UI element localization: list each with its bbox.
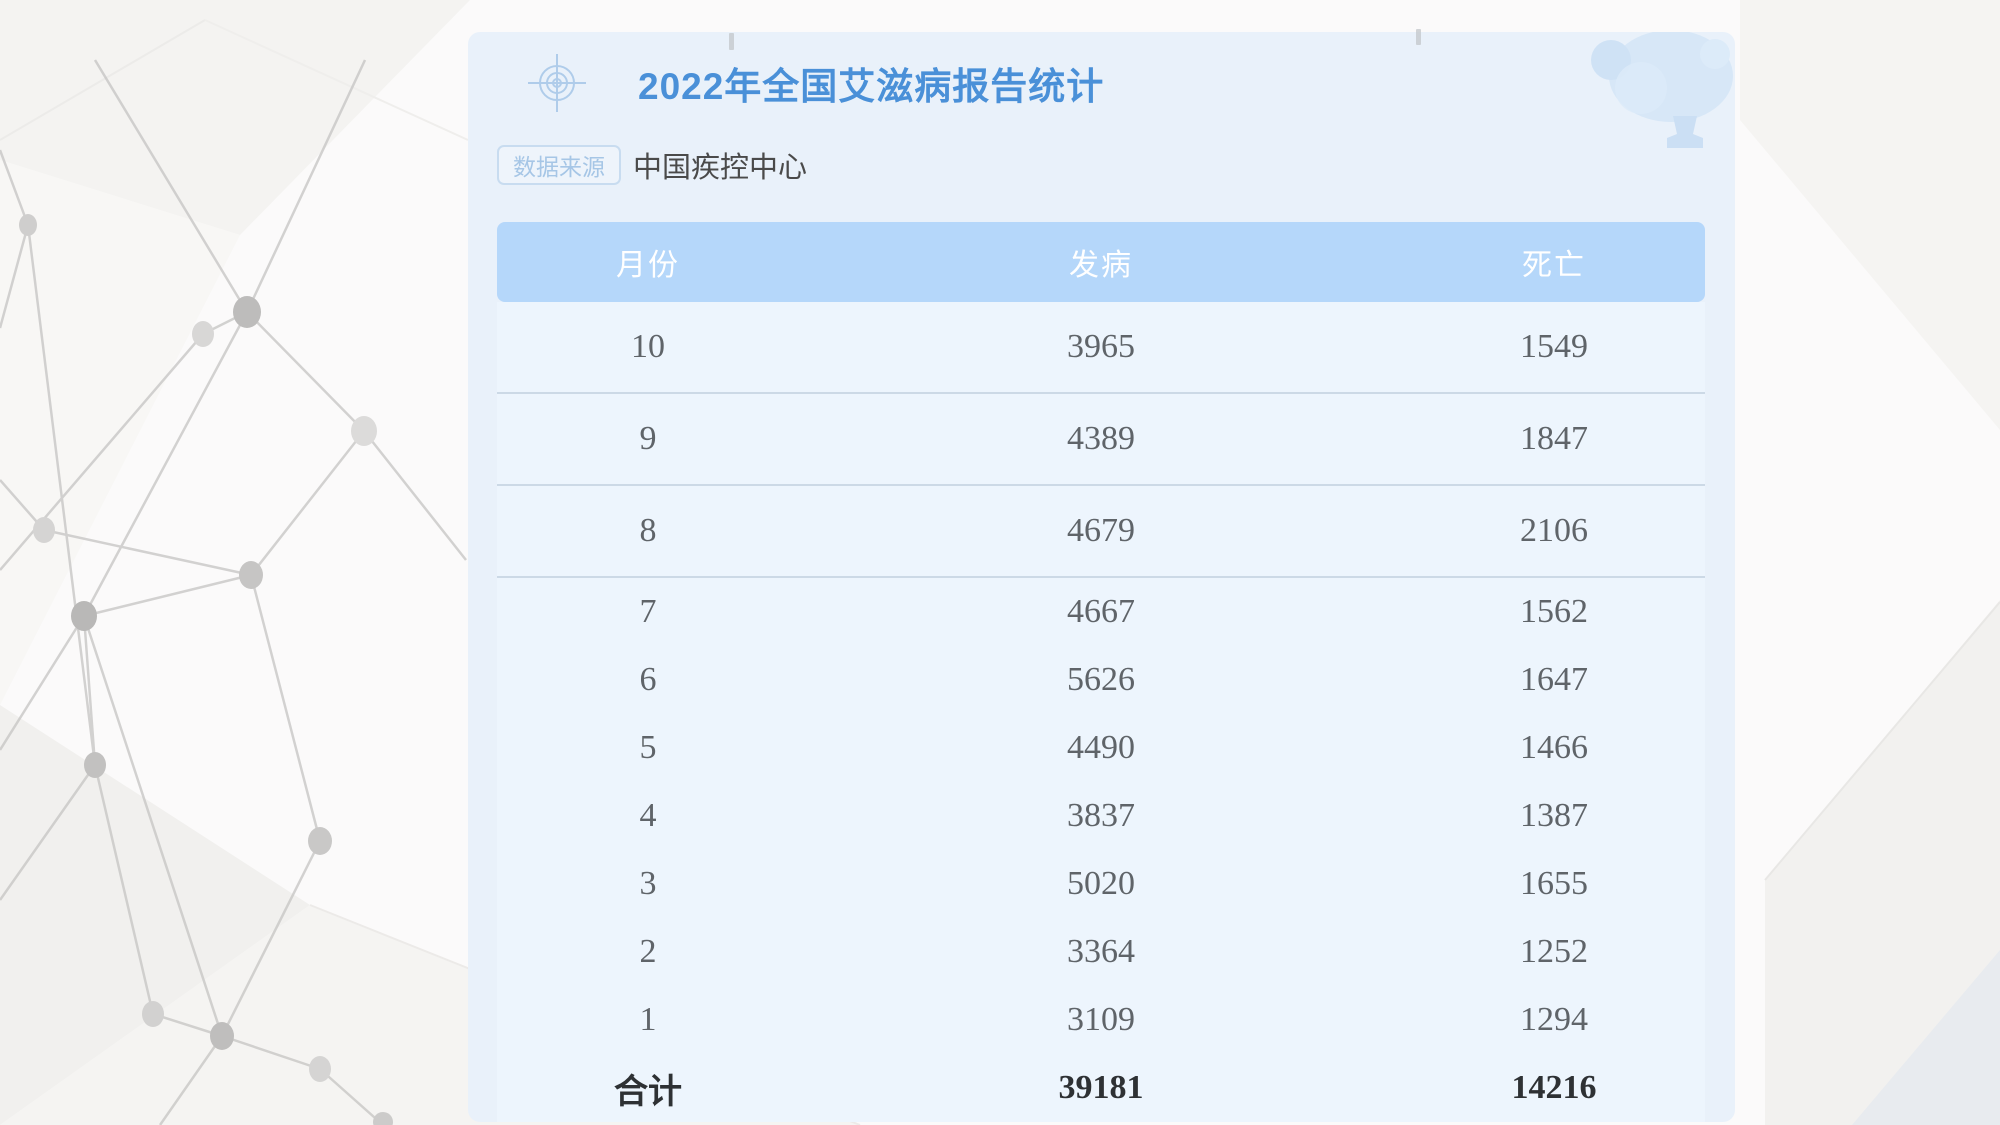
stats-table: 月份 发病 死亡 10 3965 1549 9 4389 1847 8 4679… [497, 222, 1705, 1122]
card-header: 2022年全国艾滋病报告统计 [468, 52, 1735, 114]
cell-cases: 4679 [1067, 512, 1135, 549]
table-row: 10 3965 1549 [497, 302, 1705, 394]
cell-cases: 3837 [1067, 797, 1135, 834]
table-row: 1 3109 1294 [497, 986, 1705, 1054]
cell-month: 9 [639, 420, 657, 457]
cell-deaths: 1655 [1520, 865, 1588, 902]
cell-month: 10 [631, 328, 665, 365]
cell-deaths: 1466 [1520, 729, 1588, 766]
table-row: 5 4490 1466 [497, 714, 1705, 782]
cell-cases: 4389 [1067, 420, 1135, 457]
cell-month: 8 [639, 512, 657, 549]
cell-deaths: 1562 [1520, 593, 1588, 630]
cell-cases: 3965 [1067, 328, 1135, 365]
cell-cases: 3364 [1067, 933, 1135, 970]
cell-month: 合计 [614, 1073, 682, 1111]
cell-deaths: 1387 [1520, 797, 1588, 834]
page-title: 2022年全国艾滋病报告统计 [638, 66, 1105, 107]
cell-month: 6 [639, 661, 657, 698]
cell-deaths: 1549 [1520, 328, 1588, 365]
data-source-badge: 数据来源 [497, 145, 621, 185]
table-row: 3 5020 1655 [497, 850, 1705, 918]
column-header-cases: 发病 [1069, 249, 1133, 282]
cell-month: 5 [639, 729, 657, 766]
table-row: 合计 39181 14216 [497, 1054, 1705, 1122]
artifact-dash [1416, 29, 1421, 45]
table-row: 8 4679 2106 [497, 486, 1705, 578]
cell-deaths: 1294 [1520, 1001, 1588, 1038]
crosshair-target-icon [528, 54, 586, 112]
table-row: 6 5626 1647 [497, 646, 1705, 714]
table-body: 10 3965 1549 9 4389 1847 8 4679 2106 7 4… [497, 302, 1705, 1122]
cell-month: 7 [639, 593, 657, 630]
table-row: 2 3364 1252 [497, 918, 1705, 986]
table-row: 4 3837 1387 [497, 782, 1705, 850]
cell-deaths: 2106 [1520, 512, 1588, 549]
cell-deaths: 1252 [1520, 933, 1588, 970]
network-nodes [19, 214, 393, 1125]
cell-month: 4 [639, 797, 657, 834]
cell-month: 3 [639, 865, 657, 902]
cell-cases: 5626 [1067, 661, 1135, 698]
table-row: 7 4667 1562 [497, 578, 1705, 646]
cell-cases: 4667 [1067, 593, 1135, 630]
network-decoration [0, 59, 467, 1125]
cell-deaths: 1847 [1520, 420, 1588, 457]
cell-month: 2 [639, 933, 657, 970]
column-header-deaths: 死亡 [1522, 249, 1586, 282]
cell-cases: 3109 [1067, 1001, 1135, 1038]
artifact-dash [729, 33, 734, 50]
cell-month: 1 [639, 1001, 657, 1038]
cell-cases: 4490 [1067, 729, 1135, 766]
cell-cases: 5020 [1067, 865, 1135, 902]
cell-deaths: 1647 [1520, 661, 1588, 698]
cell-deaths: 14216 [1511, 1069, 1597, 1106]
source-row: 数据来源 中国疾控中心 [497, 144, 807, 186]
cell-cases: 39181 [1058, 1069, 1144, 1106]
column-header-month: 月份 [616, 249, 680, 282]
table-header: 月份 发病 死亡 [497, 222, 1705, 302]
table-row: 9 4389 1847 [497, 394, 1705, 486]
data-source-name: 中国疾控中心 [633, 152, 808, 184]
stats-card: 2022年全国艾滋病报告统计 数据来源 中国疾控中心 月份 发病 死亡 10 3… [468, 32, 1735, 1122]
